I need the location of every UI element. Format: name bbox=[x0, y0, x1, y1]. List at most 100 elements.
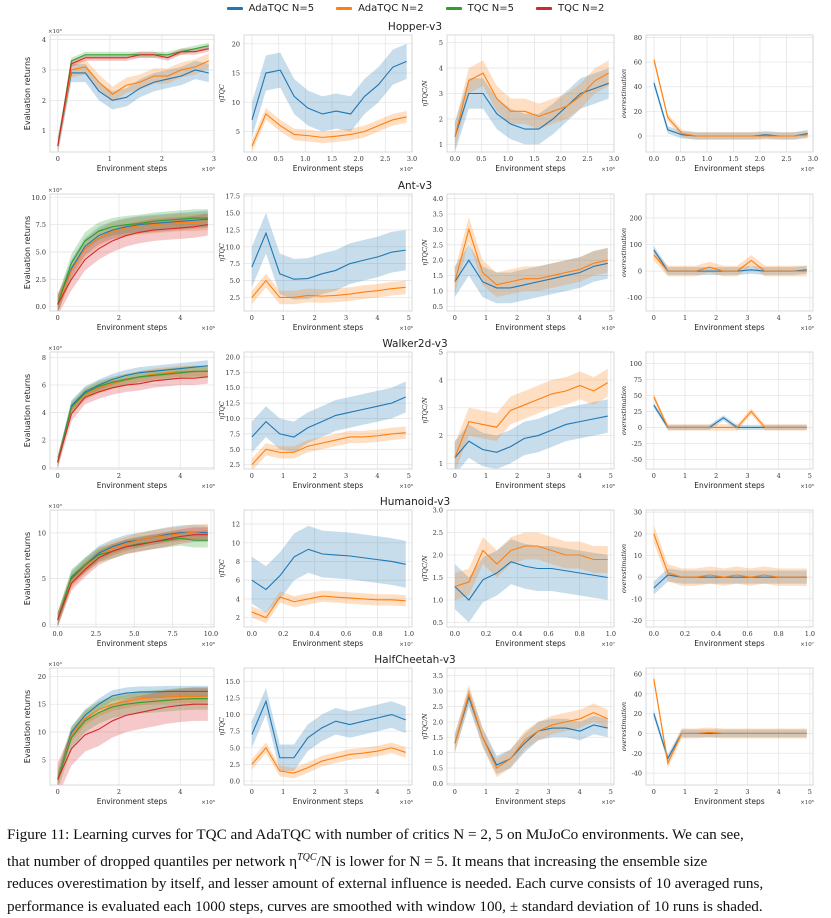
x-tick-label: 1.0 bbox=[805, 630, 815, 638]
x-tick-label: 0.4 bbox=[309, 630, 319, 638]
x-tick-label: 3 bbox=[546, 472, 550, 480]
series-line-tqc-n-2 bbox=[57, 224, 208, 305]
x-tick-label: 2.5 bbox=[781, 155, 791, 163]
plot-area bbox=[646, 352, 813, 469]
y-tick-label: 8 bbox=[236, 558, 240, 566]
x-tick-label: 5 bbox=[808, 472, 812, 480]
x-tick-label: 1 bbox=[683, 314, 687, 322]
axes-frame bbox=[49, 351, 215, 470]
x-tick-label: 1 bbox=[484, 472, 488, 480]
x-tick-label: 0.2 bbox=[278, 630, 288, 638]
y-tick-label: -50 bbox=[632, 456, 642, 464]
series-line-adatqc-n-2 bbox=[251, 113, 407, 147]
x-tick-label: 2 bbox=[117, 472, 121, 480]
x-tick-label: 0 bbox=[56, 788, 60, 796]
std-band-adatqc-n-2 bbox=[454, 532, 608, 600]
y-tick-label: 3.0 bbox=[433, 507, 443, 515]
subplot-halfcheetah-v3-4: 0 1 2 3 4 5 -40 -20 0 20 40 60 Environment steps ×10⁶… bbox=[620, 667, 815, 806]
series-line-adatqc-n-5 bbox=[251, 396, 406, 438]
x-tick-label: 1 bbox=[281, 788, 285, 796]
x-tick-label: 0 bbox=[250, 472, 254, 480]
x-tick-label: 4 bbox=[375, 788, 379, 796]
std-band-adatqc-n-5 bbox=[57, 60, 209, 152]
x-tick-label: 4 bbox=[178, 314, 182, 322]
std-band-adatqc-n-5 bbox=[252, 43, 407, 138]
y-tick-label: 4 bbox=[439, 65, 443, 73]
y-multiplier: ×10³ bbox=[48, 503, 62, 510]
x-tick-label: 2 bbox=[313, 472, 317, 480]
caption-line-2a: that number of dropped quantiles per net… bbox=[7, 852, 298, 870]
legend-label: TQC N=5 bbox=[467, 2, 515, 14]
x-tick-label: 1 bbox=[108, 155, 112, 163]
y-tick-label: 1 bbox=[42, 127, 46, 135]
x-axis-label: Environment steps bbox=[293, 481, 363, 490]
y-tick-label: 2.5 bbox=[433, 241, 443, 249]
x-multiplier: ×10⁶ bbox=[800, 799, 815, 806]
x-tick-label: 0 bbox=[453, 788, 457, 796]
y-tick-label: -20 bbox=[632, 617, 642, 625]
x-tick-label: 3.0 bbox=[609, 155, 619, 163]
subplot-hopper-v3-4: 0.0 0.5 1.0 1.5 2.0 2.5 3.0 0 20 40 60 80 Environmen… bbox=[620, 34, 818, 173]
series-line-adatqc-n-2 bbox=[454, 692, 608, 769]
std-band-adatqc-n-2 bbox=[454, 60, 609, 150]
y-tick-label: 50 bbox=[634, 392, 642, 400]
x-multiplier: ×10⁶ bbox=[601, 325, 616, 332]
y-tick-label: 1.5 bbox=[433, 734, 443, 742]
x-tick-label: 0.2 bbox=[680, 630, 690, 638]
series-line-adatqc-n-5 bbox=[251, 60, 407, 120]
x-tick-label: 1 bbox=[683, 788, 687, 796]
x-tick-label: 3 bbox=[344, 472, 348, 480]
y-axis-label: Evaluation returns bbox=[23, 690, 32, 763]
y-tick-label: 5.0 bbox=[230, 446, 240, 454]
subplot-ant-v3-2: 0 1 2 3 4 5 2.5 5.0 7.5 10.0 12.5 15.0 17.5 Environme… bbox=[218, 193, 414, 332]
y-tick-label: 3.0 bbox=[433, 226, 443, 234]
axes-frame bbox=[49, 509, 215, 628]
series-line-tqc-n-2 bbox=[57, 376, 208, 463]
env-title: Walker2d-v3 bbox=[382, 338, 447, 350]
y-axis-label: ηTQC/N bbox=[421, 555, 429, 582]
x-tick-label: 2 bbox=[515, 472, 519, 480]
series-line-adatqc-n-5 bbox=[57, 690, 208, 780]
axes-frame bbox=[243, 509, 413, 628]
x-tick-label: 2 bbox=[313, 314, 317, 322]
y-tick-label: 2 bbox=[439, 115, 443, 123]
x-tick-label: 2.5 bbox=[91, 630, 101, 638]
y-tick-label: 10 bbox=[232, 539, 240, 547]
y-tick-label: 2.0 bbox=[433, 718, 443, 726]
plot-area bbox=[447, 668, 614, 785]
series-line-adatqc-n-2 bbox=[251, 746, 406, 774]
y-tick-label: 10 bbox=[232, 99, 240, 107]
y-tick-label: 4 bbox=[42, 36, 46, 44]
legend-item: TQC N=5 bbox=[445, 2, 515, 14]
x-tick-label: 2 bbox=[160, 155, 164, 163]
series-line-adatqc-n-5 bbox=[57, 218, 208, 305]
x-tick-label: 1.5 bbox=[529, 155, 539, 163]
subplot-humanoid-v3-1: 0.0 2.5 5.0 7.5 10.0 0 5 10 Environment steps ×10… bbox=[23, 503, 218, 648]
subplot-humanoid-v3-3: 0.0 0.2 0.4 0.6 0.8 1.0 0.5 1.0 1.5 2.0 2.5 3.0 Envi… bbox=[421, 507, 616, 649]
y-tick-label: 10 bbox=[38, 529, 46, 537]
y-tick-label: 5 bbox=[439, 39, 443, 47]
y-tick-label: 20 bbox=[38, 673, 46, 681]
y-tick-label: 0 bbox=[638, 424, 642, 432]
y-multiplier: ×10³ bbox=[48, 28, 62, 35]
caption-line-3: reduces overestimation by itself, and le… bbox=[7, 875, 764, 893]
x-tick-label: 2.5 bbox=[582, 155, 592, 163]
x-tick-label: 2.0 bbox=[556, 155, 566, 163]
y-tick-label: 200 bbox=[630, 214, 642, 222]
y-tick-label: 3.0 bbox=[433, 688, 443, 696]
x-axis-label: Environment steps bbox=[97, 481, 167, 490]
y-tick-label: 5 bbox=[42, 756, 46, 764]
subplot-walker2d-v3-4: 0 1 2 3 4 5 -50 -25 0 25 50 75 100 Environment steps ×… bbox=[620, 351, 815, 490]
y-tick-label: -40 bbox=[632, 770, 642, 778]
x-axis-label: Environment steps bbox=[97, 797, 167, 806]
y-tick-label: 15.0 bbox=[226, 209, 240, 217]
axes-frame bbox=[49, 193, 215, 312]
x-tick-label: 2 bbox=[515, 788, 519, 796]
std-band-adatqc-n-2 bbox=[653, 249, 807, 277]
x-multiplier: ×10⁶ bbox=[201, 166, 216, 173]
x-axis-label: Environment steps bbox=[293, 639, 363, 648]
y-tick-label: 1 bbox=[439, 460, 443, 468]
y-axis-label: overestimation bbox=[620, 702, 628, 751]
x-axis-label: Environment steps bbox=[293, 164, 363, 173]
series-line-adatqc-n-5 bbox=[454, 415, 608, 459]
